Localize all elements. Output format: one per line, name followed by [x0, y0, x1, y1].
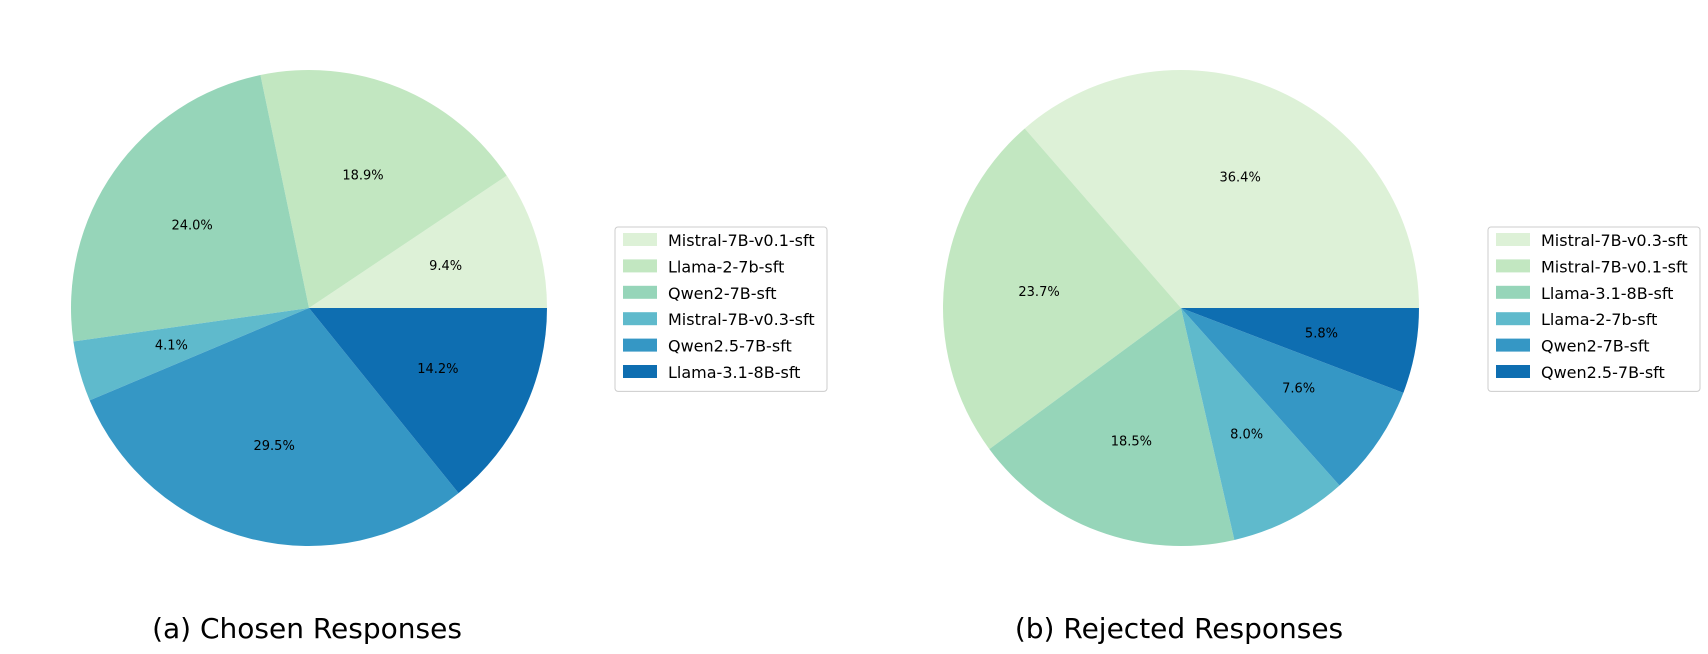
slice-percent-label: 23.7%	[1018, 285, 1059, 300]
legend-entry-label: Qwen2-7B-sft	[1541, 337, 1650, 356]
pie-slice	[73, 308, 310, 401]
caption-chosen: (a) Chosen Responses	[152, 612, 462, 645]
legend-entry-label: Llama-2-7b-sft	[668, 257, 784, 276]
legend-swatch	[1496, 338, 1530, 352]
legend-entry-label: Llama-3.1-8B-sft	[1541, 284, 1673, 303]
legend-rejected: Mistral-7B-v0.3-sft Mistral-7B-v0.1-sft Ll…	[1487, 226, 1701, 392]
legend-frame	[614, 226, 828, 392]
slice-percent-label: 4.1%	[155, 339, 188, 354]
pie-slice	[309, 308, 547, 494]
legend-entry-label: Qwen2.5-7B-sft	[668, 337, 792, 356]
pie-slice	[71, 75, 310, 342]
legend-entry-label: Mistral-7B-v0.1-sft	[668, 231, 815, 250]
legend-swatch	[1496, 259, 1530, 273]
legend-swatch	[623, 338, 657, 352]
slice-percent-label: 18.5%	[1111, 434, 1152, 449]
slice-percent-label: 24.0%	[171, 218, 212, 233]
slice-percent-label: 14.2%	[417, 362, 458, 377]
pie-slice	[1181, 308, 1419, 393]
pie-slice	[1181, 308, 1340, 540]
slice-percent-label: 29.5%	[254, 439, 295, 454]
legend-entry-label: Mistral-7B-v0.3-sft	[668, 310, 815, 329]
pie-slice	[309, 175, 547, 308]
legend-entry-label: Llama-2-7b-sft	[1541, 310, 1657, 329]
slice-percent-label: 7.6%	[1282, 382, 1315, 397]
pie-chart-rejected: 36.4% 23.7% 18.5% 8.0% 7.6% 5.8%	[943, 69, 1419, 547]
slice-percent-label: 8.0%	[1230, 427, 1263, 442]
legend-chosen: Mistral-7B-v0.1-sft Llama-2-7b-sft Qwen2-7…	[614, 226, 828, 392]
legend-swatch	[1496, 285, 1530, 299]
legend-entry-label: Mistral-7B-v0.1-sft	[1541, 257, 1688, 276]
pie-slice	[260, 69, 507, 308]
pie-slice	[989, 308, 1235, 547]
legend-swatch	[623, 312, 657, 326]
caption-rejected: (b) Rejected Responses	[1015, 612, 1343, 645]
legend-swatch	[1496, 233, 1530, 246]
legend-swatch	[623, 259, 657, 273]
legend-swatch	[623, 365, 657, 378]
slice-percent-label: 36.4%	[1220, 171, 1261, 186]
pie-chart-chosen: 9.4% 18.9% 24.0% 4.1% 29.5% 14.2%	[71, 69, 547, 546]
pie-slice	[89, 308, 459, 546]
pie-slice	[943, 128, 1181, 450]
legend-frame	[1487, 226, 1701, 392]
pie-slice	[1181, 308, 1404, 486]
legend-entry-label: Qwen2.5-7B-sft	[1541, 363, 1665, 382]
pie-slice	[1024, 69, 1419, 309]
legend-swatch	[623, 233, 657, 246]
slice-percent-label: 5.8%	[1305, 326, 1338, 341]
legend-swatch	[1496, 365, 1530, 378]
legend-entry-label: Qwen2-7B-sft	[668, 284, 777, 303]
legend-swatch	[623, 285, 657, 299]
legend-entry-label: Llama-3.1-8B-sft	[668, 363, 800, 382]
slice-percent-label: 9.4%	[429, 259, 462, 274]
slice-percent-label: 18.9%	[342, 168, 383, 183]
legend-swatch	[1496, 312, 1530, 326]
legend-entry-label: Mistral-7B-v0.3-sft	[1541, 231, 1688, 250]
